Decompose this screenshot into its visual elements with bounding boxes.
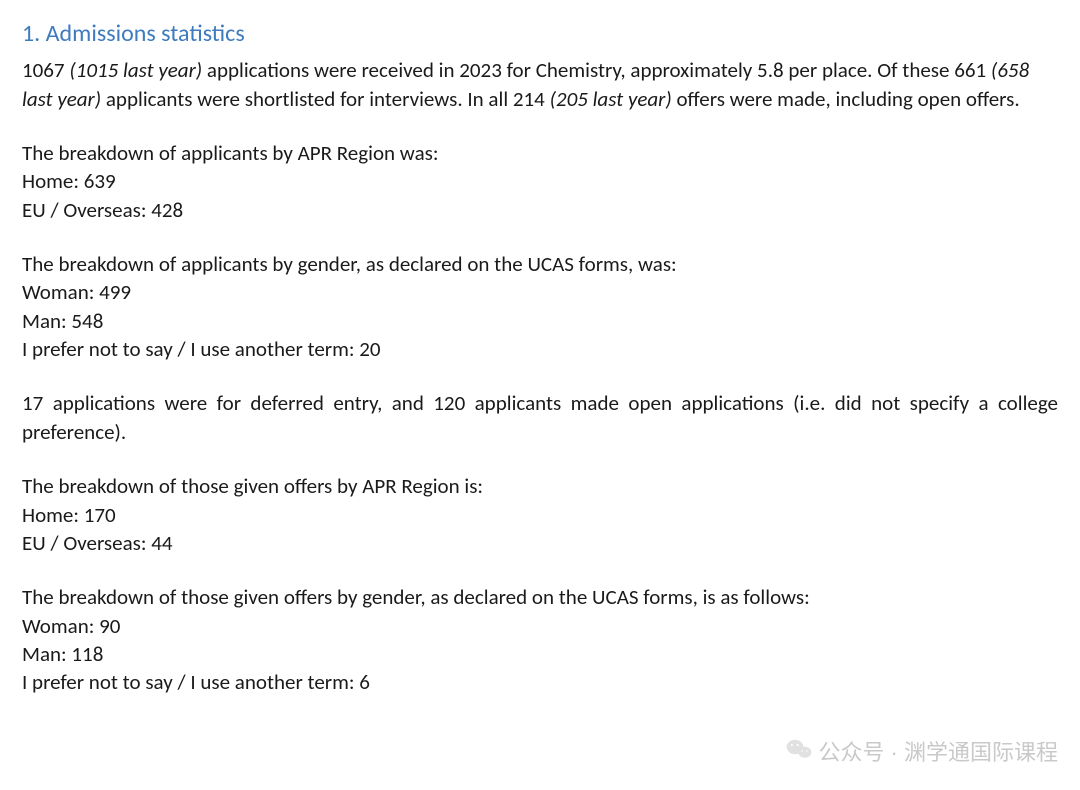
gender-applicants-woman: Woman: 499 (22, 278, 1058, 306)
apr-applicants-block: The breakdown of applicants by APR Regio… (22, 139, 1058, 224)
wechat-icon (786, 738, 812, 768)
intro-prev-apps: (1015 last year) (69, 57, 202, 83)
watermark-text: 公众号 · 渊学通国际课程 (818, 738, 1058, 768)
gender-offers-other: I prefer not to say / I use another term… (22, 668, 1058, 696)
apr-applicants-eu: EU / Overseas: 428 (22, 196, 1058, 224)
gender-offers-man: Man: 118 (22, 640, 1058, 668)
intro-text: offers were made, including open offers. (672, 86, 1020, 112)
watermark: 公众号 · 渊学通国际课程 (786, 738, 1058, 768)
intro-text: 1067 (22, 57, 69, 83)
gender-offers-title: The breakdown of those given offers by g… (22, 583, 1058, 611)
deferred-paragraph: 17 applications were for deferred entry,… (22, 389, 1058, 446)
gender-applicants-title: The breakdown of applicants by gender, a… (22, 250, 1058, 278)
gender-offers-block: The breakdown of those given offers by g… (22, 583, 1058, 696)
intro-prev-offers: (205 last year) (550, 86, 672, 112)
gender-applicants-block: The breakdown of applicants by gender, a… (22, 250, 1058, 363)
gender-applicants-man: Man: 548 (22, 307, 1058, 335)
section-heading: 1. Admissions statistics (22, 18, 1058, 50)
gender-applicants-other: I prefer not to say / I use another term… (22, 335, 1058, 363)
gender-offers-woman: Woman: 90 (22, 612, 1058, 640)
deferred-text: 17 applications were for deferred entry,… (22, 389, 1058, 446)
intro-text: applications were received in 2023 for C… (202, 57, 991, 83)
apr-offers-block: The breakdown of those given offers by A… (22, 472, 1058, 557)
apr-offers-home: Home: 170 (22, 501, 1058, 529)
intro-text: applicants were shortlisted for intervie… (101, 86, 549, 112)
apr-applicants-title: The breakdown of applicants by APR Regio… (22, 139, 1058, 167)
apr-applicants-home: Home: 639 (22, 167, 1058, 195)
apr-offers-title: The breakdown of those given offers by A… (22, 472, 1058, 500)
apr-offers-eu: EU / Overseas: 44 (22, 529, 1058, 557)
intro-paragraph: 1067 (1015 last year) applications were … (22, 56, 1058, 113)
